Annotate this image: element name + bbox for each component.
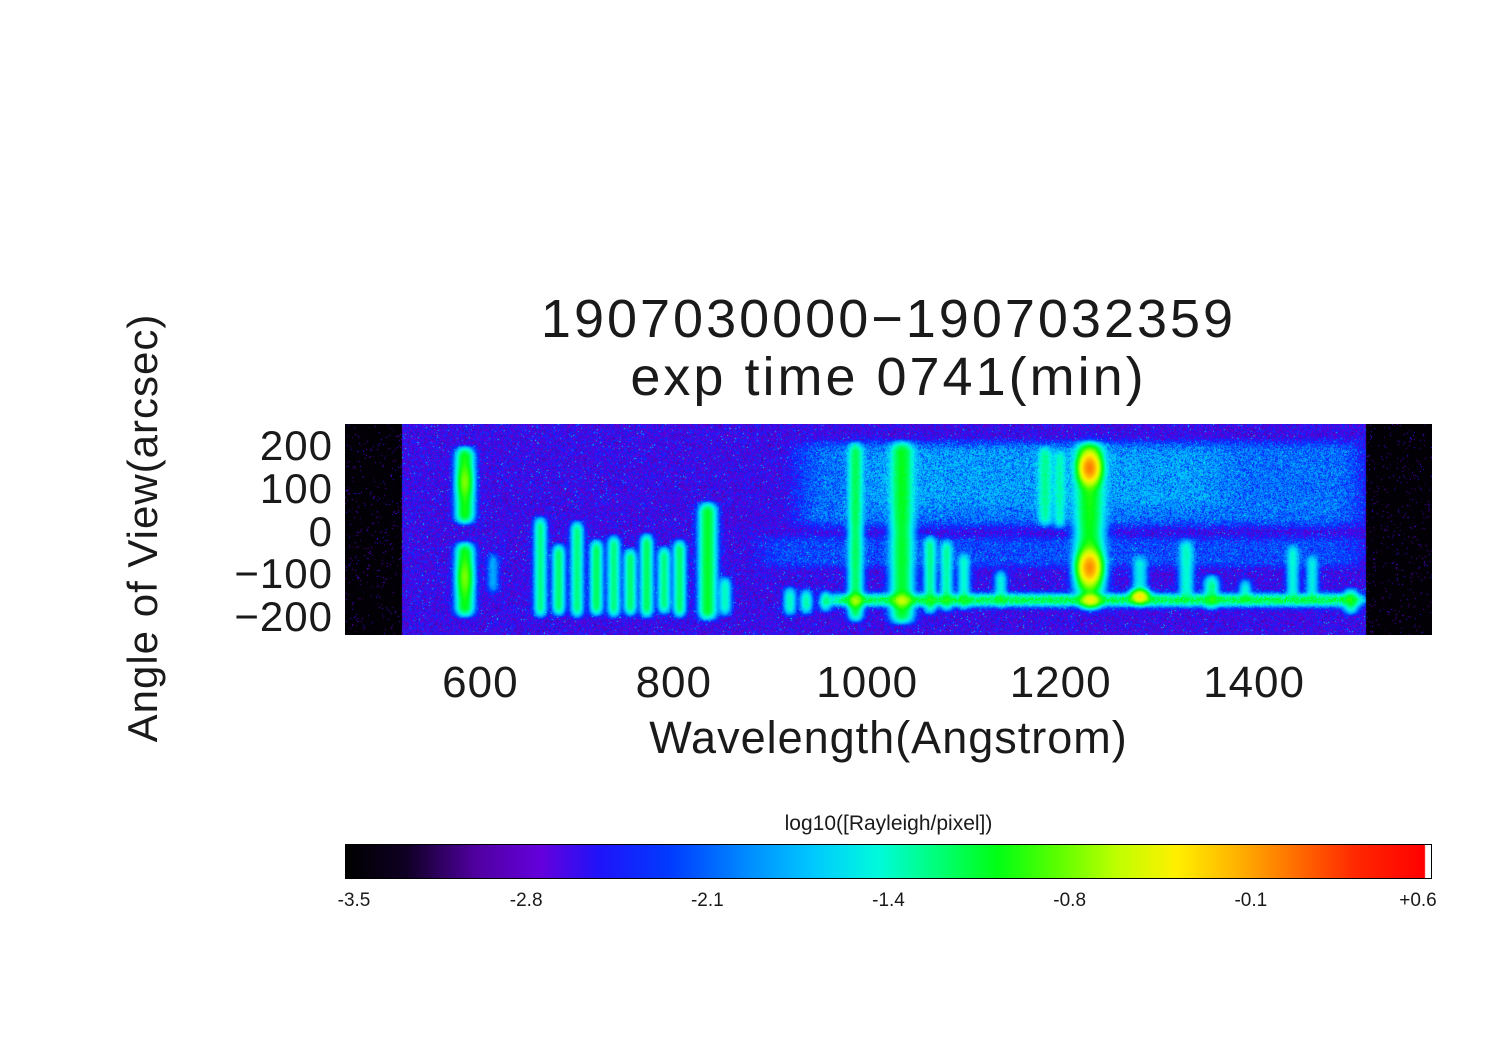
y-tick-label: −200 xyxy=(234,592,333,640)
colorbar-tick-label: -2.8 xyxy=(509,890,543,911)
chart-title: 1907030000−1907032359 xyxy=(540,289,1237,349)
y-tick-label: 200 xyxy=(259,422,333,470)
colorbar-tick-label: -1.4 xyxy=(872,890,905,911)
x-tick-label: 600 xyxy=(442,658,519,707)
x-tick-label: 1000 xyxy=(816,658,919,707)
colorbar-tick-label: +0.6 xyxy=(1399,890,1437,911)
chart-subtitle: exp time 0741(min) xyxy=(630,347,1147,407)
y-axis-label: Angle of View(arcsec) xyxy=(119,313,166,743)
x-tick-label: 800 xyxy=(635,658,713,707)
colorbar-tick-label: -2.1 xyxy=(690,890,724,911)
y-tick-label: −100 xyxy=(234,550,333,598)
spectrogram-heatmap xyxy=(345,424,1432,635)
x-tick-label: 1400 xyxy=(1203,658,1305,707)
colorbar-tick-label: -0.8 xyxy=(1053,890,1087,911)
colorbar-tick-label: -0.1 xyxy=(1234,890,1268,911)
y-tick-label: 0 xyxy=(308,507,333,555)
colorbar-tick-label: -3.5 xyxy=(337,890,371,911)
x-tick-label: 1200 xyxy=(1009,658,1112,707)
x-axis-label: Wavelength(Angstrom) xyxy=(649,712,1128,763)
colorbar-title: log10([Rayleigh/pixel]) xyxy=(784,812,993,835)
colorbar-gradient xyxy=(345,844,1432,879)
y-tick-label: 100 xyxy=(259,465,333,513)
